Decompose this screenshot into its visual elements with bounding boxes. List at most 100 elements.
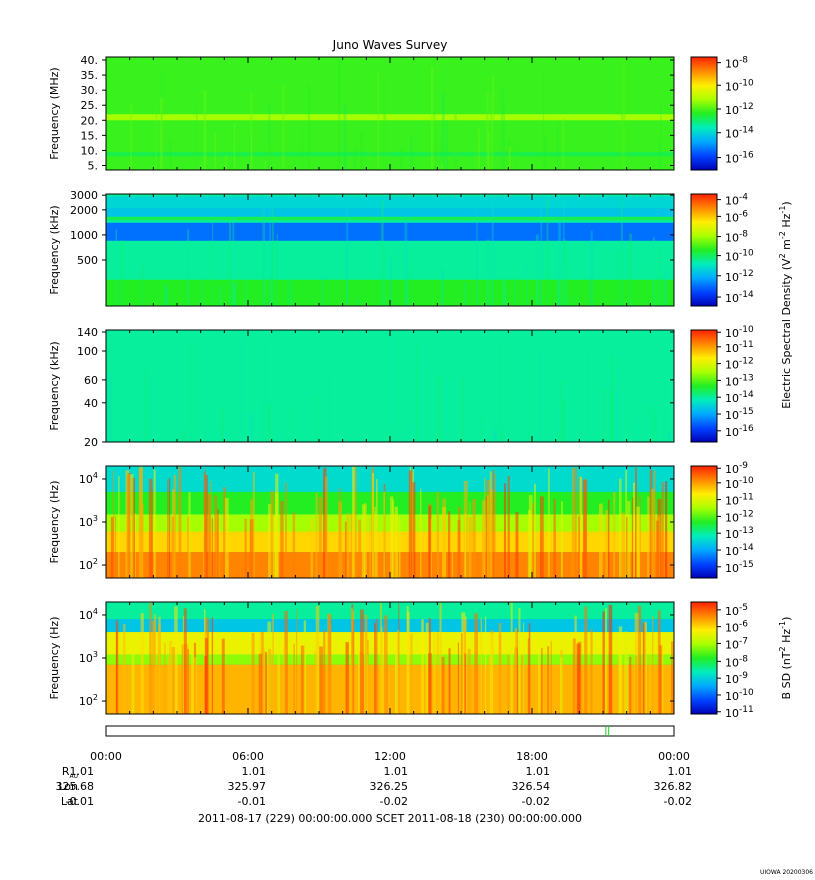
intensity-streak bbox=[268, 504, 272, 578]
intensity-streak bbox=[141, 264, 144, 306]
intensity-streak bbox=[285, 482, 287, 578]
y-tick-label: 102 bbox=[79, 693, 98, 708]
intensity-streak bbox=[455, 157, 458, 170]
intensity-streak bbox=[451, 517, 453, 578]
intensity-streak bbox=[371, 472, 374, 578]
colorbar-tick-label: 10-10 bbox=[725, 688, 754, 703]
intensity-streak bbox=[207, 618, 210, 714]
intensity-streak bbox=[490, 489, 493, 578]
intensity-streak bbox=[204, 468, 206, 578]
intensity-streak bbox=[147, 380, 151, 442]
intensity-streak bbox=[514, 628, 517, 714]
colorbar bbox=[690, 329, 718, 443]
y-tick-label: 20. bbox=[81, 114, 99, 127]
intensity-streak bbox=[503, 483, 506, 578]
intensity-streak bbox=[463, 282, 467, 306]
intensity-streak bbox=[637, 605, 642, 714]
intensity-streak bbox=[464, 513, 466, 578]
intensity-streak bbox=[572, 638, 576, 714]
intensity-streak bbox=[261, 631, 264, 714]
intensity-streak bbox=[250, 130, 253, 170]
intensity-streak bbox=[296, 609, 298, 714]
intensity-streak bbox=[439, 603, 442, 714]
intensity-streak bbox=[631, 497, 634, 578]
intensity-streak bbox=[602, 611, 605, 714]
intensity-streak bbox=[369, 135, 371, 170]
intensity-streak bbox=[271, 209, 274, 306]
ephemeris-value: 1.01 bbox=[526, 765, 551, 778]
intensity-streak bbox=[635, 467, 638, 578]
colorbar-tick-label: 10-8 bbox=[725, 654, 748, 669]
intensity-streak bbox=[503, 100, 505, 170]
intensity-streak bbox=[145, 366, 148, 442]
intensity-streak bbox=[211, 617, 214, 714]
intensity-streak bbox=[404, 216, 408, 306]
y-axis-label: Frequency (Hz) bbox=[48, 617, 61, 700]
intensity-streak bbox=[252, 472, 255, 578]
y-tick-label: 2000 bbox=[70, 204, 98, 217]
y-tick-label: 35. bbox=[81, 69, 99, 82]
intensity-streak bbox=[369, 517, 371, 578]
intensity-streak bbox=[410, 633, 413, 714]
intensity-streak bbox=[109, 373, 112, 442]
intensity-streak bbox=[160, 97, 163, 170]
intensity-streak bbox=[249, 132, 251, 170]
intensity-streak bbox=[269, 199, 271, 306]
ephemeris-label: RAU bbox=[62, 765, 78, 780]
intensity-streak bbox=[292, 512, 296, 578]
intensity-streak bbox=[394, 506, 399, 578]
intensity-streak bbox=[381, 627, 383, 714]
intensity-streak bbox=[195, 99, 198, 170]
intensity-streak bbox=[107, 385, 110, 442]
colorbar-tick-label: 10-14 bbox=[725, 290, 754, 305]
intensity-streak bbox=[543, 71, 545, 170]
intensity-streak bbox=[444, 379, 447, 442]
spectral-band bbox=[106, 196, 674, 209]
y-tick-label: 20 bbox=[84, 436, 98, 449]
intensity-streak bbox=[410, 257, 412, 306]
intensity-streak bbox=[618, 626, 623, 714]
intensity-streak bbox=[521, 654, 525, 714]
colorbar-tick-label: 10-14 bbox=[725, 126, 754, 141]
intensity-streak bbox=[408, 470, 412, 578]
intensity-streak bbox=[565, 265, 568, 306]
intensity-streak bbox=[493, 121, 495, 170]
intensity-streak bbox=[260, 397, 264, 442]
ephemeris-value: 1.01 bbox=[70, 765, 95, 778]
intensity-streak bbox=[527, 429, 529, 442]
intensity-streak bbox=[539, 348, 542, 442]
colorbar bbox=[690, 465, 718, 579]
intensity-streak bbox=[164, 643, 166, 714]
intensity-streak bbox=[293, 643, 295, 714]
intensity-streak bbox=[221, 408, 224, 442]
y-tick-label: 30. bbox=[81, 84, 99, 97]
intensity-streak bbox=[400, 147, 403, 170]
intensity-streak bbox=[389, 331, 393, 442]
intensity-streak bbox=[380, 602, 382, 714]
intensity-streak bbox=[437, 376, 441, 442]
intensity-streak bbox=[492, 469, 495, 578]
colorbar-tick-label: 10-6 bbox=[725, 620, 748, 635]
intensity-streak bbox=[523, 622, 525, 714]
intensity-streak bbox=[412, 482, 416, 578]
colorbar-tick-label: 10-9 bbox=[725, 671, 748, 686]
intensity-streak bbox=[528, 623, 531, 714]
intensity-streak bbox=[642, 401, 644, 442]
spectrogram-5 bbox=[106, 602, 674, 714]
ephemeris-value: 326.25 bbox=[370, 780, 409, 793]
intensity-streak bbox=[280, 431, 283, 442]
spectral-band bbox=[106, 531, 674, 553]
intensity-streak bbox=[553, 499, 556, 578]
intensity-streak bbox=[578, 516, 580, 578]
intensity-streak bbox=[671, 641, 674, 714]
intensity-streak bbox=[264, 651, 267, 714]
intensity-streak bbox=[410, 471, 414, 578]
x-tick-label: 00:00 bbox=[90, 750, 122, 763]
colorbar-tick-label: 10-16 bbox=[725, 424, 754, 439]
y-tick-label: 10. bbox=[81, 144, 99, 157]
spectrogram-2 bbox=[106, 194, 674, 306]
intensity-streak bbox=[383, 491, 386, 578]
intensity-streak bbox=[436, 491, 439, 578]
intensity-streak bbox=[229, 219, 232, 306]
